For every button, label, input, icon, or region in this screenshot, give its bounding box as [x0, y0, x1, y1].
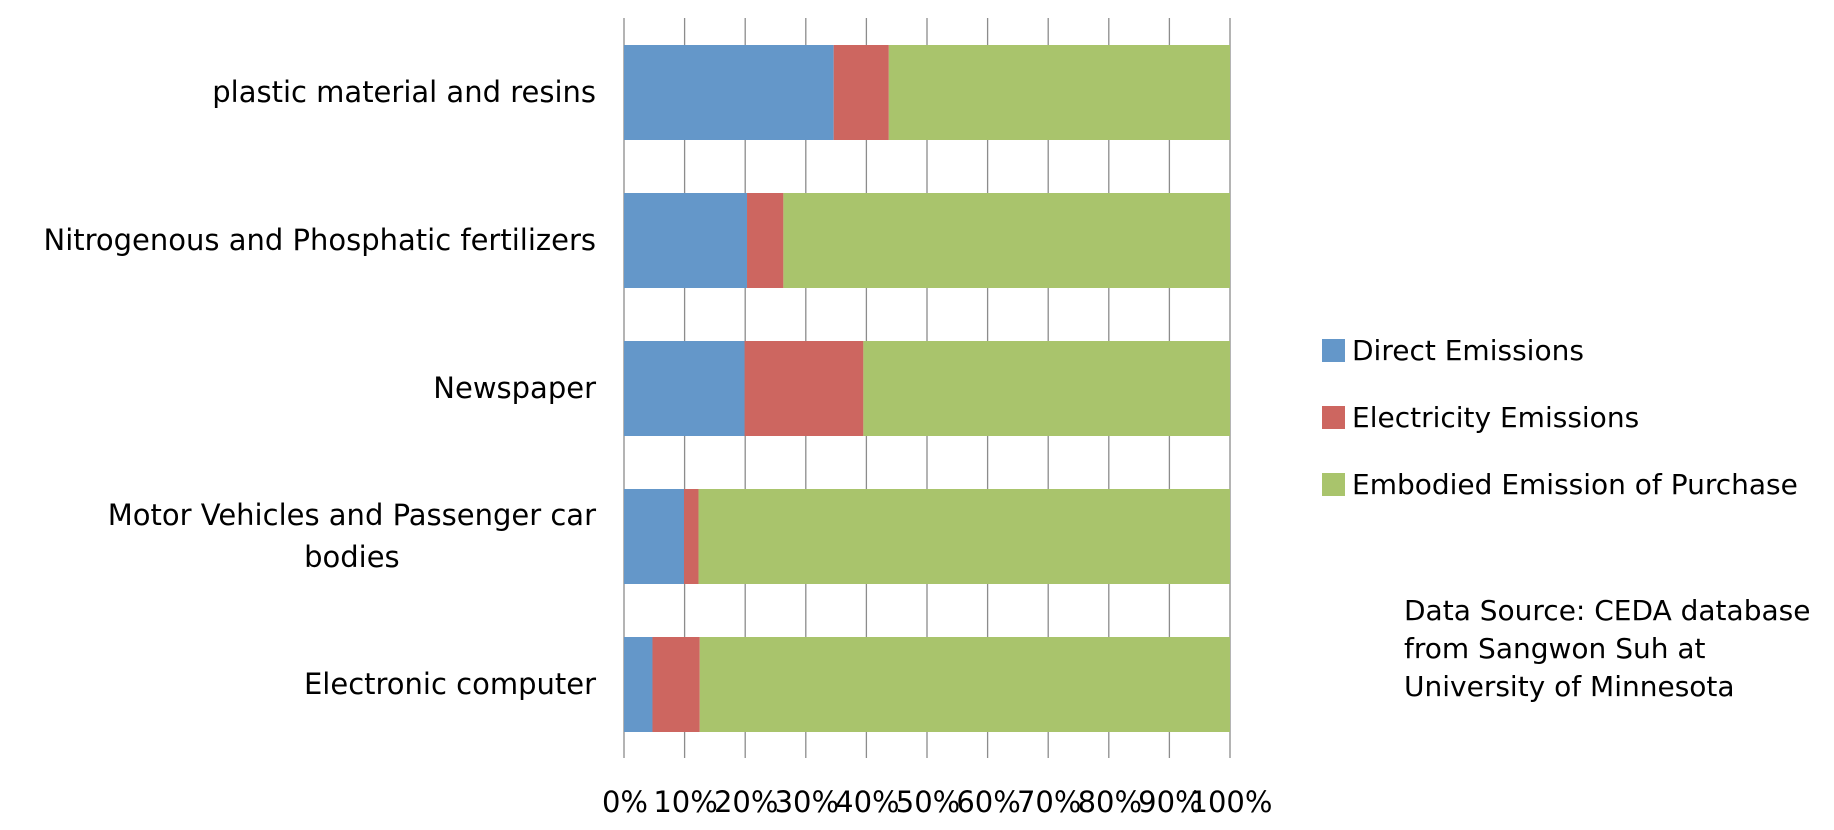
- data-source-note: Data Source: CEDA database from Sangwon …: [1404, 592, 1824, 706]
- bar-segment: [624, 193, 748, 288]
- x-tick-label: 20%: [714, 785, 778, 819]
- bar-segment: [744, 341, 864, 436]
- bar-segment: [698, 489, 1230, 584]
- x-tick-labels: 0% 10%20%30%40%50%60%70%80%90%100%: [602, 785, 1272, 819]
- x-tick-label: 40%: [835, 785, 899, 819]
- bar-segment: [783, 193, 1230, 288]
- x-tick-label: 30%: [775, 785, 839, 819]
- bar-segment: [833, 45, 889, 140]
- category-label: Nitrogenous and Phosphatic fertilizers: [44, 223, 597, 257]
- bars: [624, 45, 1230, 732]
- legend-swatch: [1322, 339, 1345, 362]
- bar-segment: [624, 45, 834, 140]
- category-label: plastic material and resins: [212, 75, 596, 109]
- x-tick-label: 10%: [653, 785, 717, 819]
- x-tick-label: 50%: [896, 785, 960, 819]
- category-label: Newspaper: [433, 371, 596, 405]
- data-source-line: Data Source: CEDA database: [1404, 594, 1811, 627]
- category-label: Motor Vehicles and Passenger car bodies: [108, 498, 596, 574]
- bar-segment: [683, 489, 699, 584]
- bar-segment: [652, 637, 700, 732]
- bar-segment: [624, 489, 684, 584]
- x-tick-label: 0%: [602, 785, 648, 819]
- legend-swatch: [1322, 473, 1345, 496]
- bar-segment: [863, 341, 1230, 436]
- bar-segment: [747, 193, 784, 288]
- legend-label: Electricity Emissions: [1352, 401, 1639, 434]
- x-tick-label: 80%: [1078, 785, 1142, 819]
- data-source-line: from Sangwon Suh at: [1404, 632, 1706, 665]
- legend-label: Embodied Emission of Purchase: [1352, 468, 1798, 501]
- legend-swatch: [1322, 406, 1345, 429]
- x-tick-label: 70%: [1017, 785, 1081, 819]
- x-tick-label: 90%: [1138, 785, 1202, 819]
- legend: Direct Emissions Electricity Emissions Emb…: [1322, 334, 1798, 501]
- category-label: Electronic computer: [304, 667, 596, 701]
- bar-segment: [624, 637, 653, 732]
- bar-segment: [699, 637, 1230, 732]
- legend-label: Direct Emissions: [1352, 334, 1584, 367]
- data-source-line: University of Minnesota: [1404, 670, 1735, 703]
- category-labels: plastic material and resins Nitrogenous a…: [44, 75, 597, 701]
- x-tick-label: 100%: [1190, 785, 1273, 819]
- bar-segment: [888, 45, 1230, 140]
- x-tick-label: 60%: [956, 785, 1020, 819]
- bar-segment: [624, 341, 745, 436]
